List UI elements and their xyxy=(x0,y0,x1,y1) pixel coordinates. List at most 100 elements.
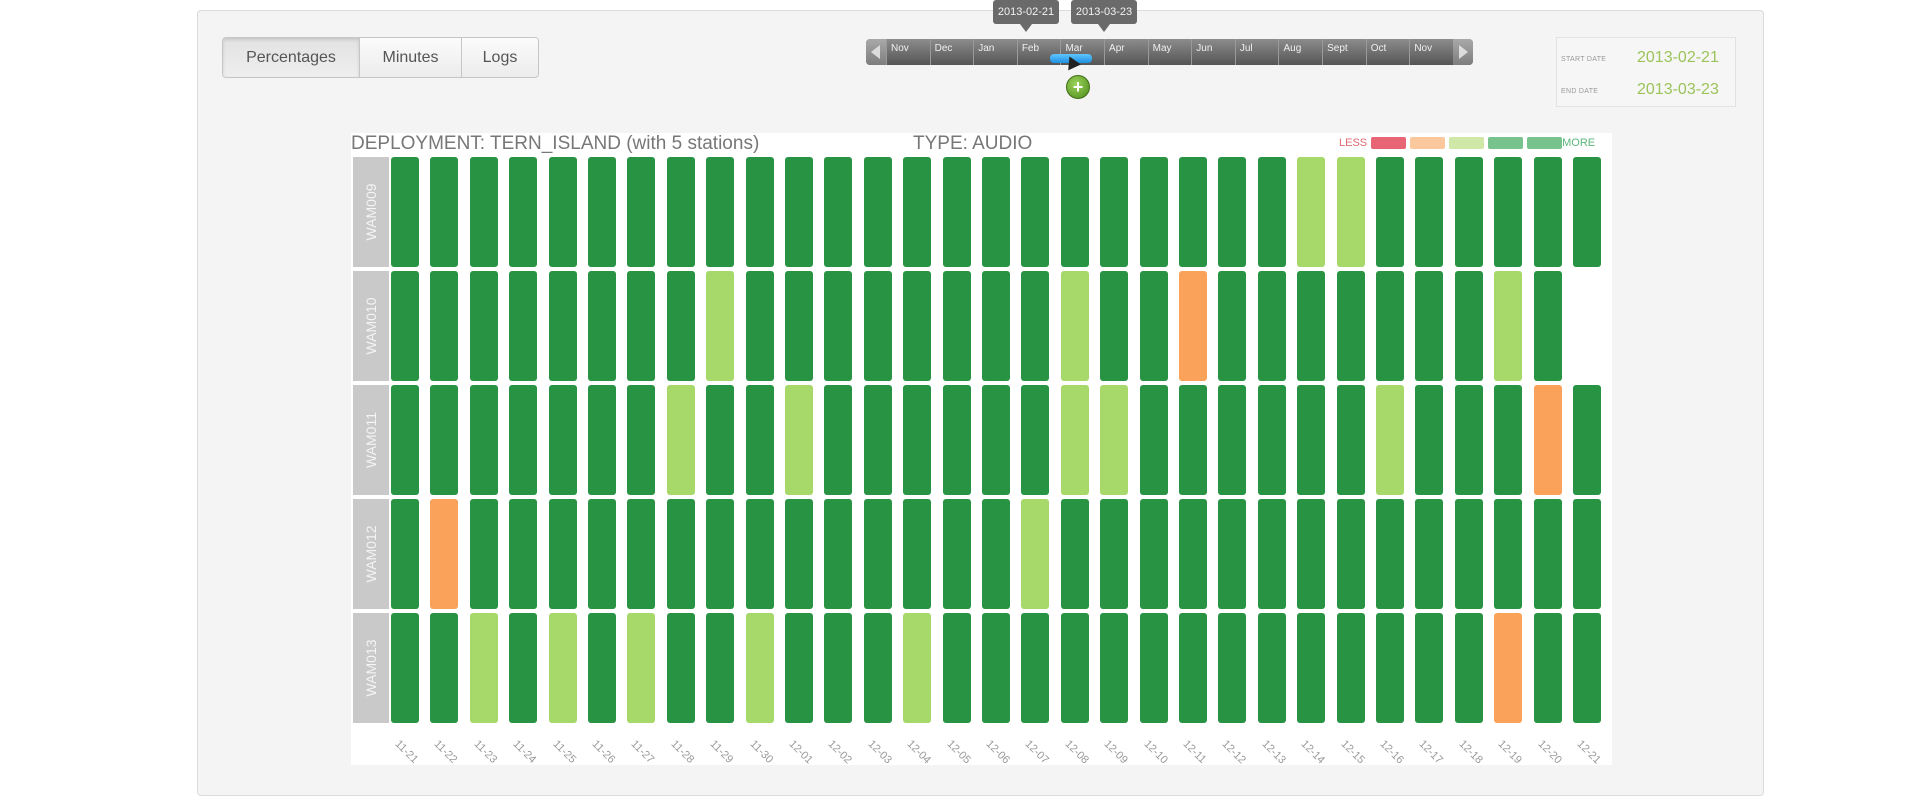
heatmap-cell[interactable] xyxy=(1494,271,1523,381)
heatmap-cell[interactable] xyxy=(706,271,735,381)
heatmap-cell[interactable] xyxy=(706,157,735,267)
heatmap-cell[interactable] xyxy=(1297,613,1326,723)
heatmap-cell[interactable] xyxy=(1021,499,1050,609)
heatmap-cell[interactable] xyxy=(1218,613,1247,723)
heatmap-cell[interactable] xyxy=(588,385,616,495)
heatmap-cell[interactable] xyxy=(785,385,813,495)
heatmap-cell[interactable] xyxy=(627,499,656,609)
heatmap-cell[interactable] xyxy=(1415,499,1444,609)
heatmap-cell[interactable] xyxy=(1533,271,1562,381)
heatmap-cell[interactable] xyxy=(509,157,538,267)
heatmap-cell[interactable] xyxy=(982,385,1010,495)
heatmap-cell[interactable] xyxy=(1297,157,1326,267)
heatmap-cell[interactable] xyxy=(430,157,459,267)
heatmap-cell[interactable] xyxy=(1139,271,1168,381)
heatmap-cell[interactable] xyxy=(1060,271,1089,381)
tab-minutes[interactable]: Minutes xyxy=(360,38,462,77)
heatmap-cell[interactable] xyxy=(1336,499,1365,609)
heatmap-cell[interactable] xyxy=(824,157,853,267)
heatmap-cell[interactable] xyxy=(1060,385,1089,495)
heatmap-cell[interactable] xyxy=(1533,613,1562,723)
heatmap-cell[interactable] xyxy=(666,271,695,381)
heatmap-cell[interactable] xyxy=(982,499,1010,609)
heatmap-cell[interactable] xyxy=(1179,271,1207,381)
heatmap-cell[interactable] xyxy=(469,271,498,381)
timeline-month[interactable]: May xyxy=(1147,39,1192,65)
heatmap-cell[interactable] xyxy=(745,157,774,267)
timeline-month[interactable]: Apr xyxy=(1104,39,1148,65)
heatmap-cell[interactable] xyxy=(1139,385,1168,495)
heatmap-cell[interactable] xyxy=(745,499,774,609)
heatmap-cell[interactable] xyxy=(1533,385,1562,495)
heatmap-cell[interactable] xyxy=(430,385,459,495)
heatmap-cell[interactable] xyxy=(1021,271,1050,381)
heatmap-cell[interactable] xyxy=(666,499,695,609)
heatmap-cell[interactable] xyxy=(430,613,459,723)
heatmap-cell[interactable] xyxy=(903,613,932,723)
heatmap-cell[interactable] xyxy=(1336,157,1365,267)
heatmap-cell[interactable] xyxy=(1257,385,1286,495)
heatmap-cell[interactable] xyxy=(1257,157,1286,267)
timeline-month[interactable]: Oct xyxy=(1365,39,1410,65)
heatmap-cell[interactable] xyxy=(548,613,577,723)
heatmap-cell[interactable] xyxy=(627,271,656,381)
heatmap-cell[interactable] xyxy=(627,157,656,267)
heatmap-cell[interactable] xyxy=(1297,499,1326,609)
heatmap-cell[interactable] xyxy=(1573,613,1601,723)
heatmap-cell[interactable] xyxy=(942,157,971,267)
heatmap-cell[interactable] xyxy=(548,271,577,381)
heatmap-cell[interactable] xyxy=(1415,613,1444,723)
heatmap-cell[interactable] xyxy=(1297,385,1326,495)
heatmap-cell[interactable] xyxy=(1179,157,1207,267)
heatmap-cell[interactable] xyxy=(1376,271,1404,381)
heatmap-cell[interactable] xyxy=(785,499,813,609)
heatmap-cell[interactable] xyxy=(745,271,774,381)
tab-percentages[interactable]: Percentages xyxy=(223,38,360,77)
heatmap-cell[interactable] xyxy=(903,157,932,267)
heatmap-cell[interactable] xyxy=(706,499,735,609)
heatmap-cell[interactable] xyxy=(469,157,498,267)
heatmap-cell[interactable] xyxy=(745,613,774,723)
heatmap-cell[interactable] xyxy=(666,157,695,267)
heatmap-cell[interactable] xyxy=(1139,157,1168,267)
timeline-selected-range[interactable] xyxy=(1050,54,1092,63)
heatmap-cell[interactable] xyxy=(1139,499,1168,609)
heatmap-cell[interactable] xyxy=(1218,499,1247,609)
heatmap-cell[interactable] xyxy=(785,613,813,723)
heatmap-cell[interactable] xyxy=(391,157,419,267)
heatmap-cell[interactable] xyxy=(1100,499,1129,609)
heatmap-cell[interactable] xyxy=(1533,499,1562,609)
heatmap-cell[interactable] xyxy=(1376,613,1404,723)
heatmap-cell[interactable] xyxy=(863,157,892,267)
heatmap-cell[interactable] xyxy=(1257,613,1286,723)
timeline-month[interactable]: Nov xyxy=(886,39,930,65)
heatmap-cell[interactable] xyxy=(1494,385,1523,495)
heatmap-cell[interactable] xyxy=(666,385,695,495)
heatmap-cell[interactable] xyxy=(942,499,971,609)
heatmap-cell[interactable] xyxy=(509,271,538,381)
timeline-slider[interactable]: Nov Dec Jan Feb Mar Apr May Jun Jul Aug Sept Oct Nov… xyxy=(866,0,1473,71)
heatmap-cell[interactable] xyxy=(706,613,735,723)
heatmap-cell[interactable] xyxy=(391,271,419,381)
heatmap-cell[interactable] xyxy=(1179,385,1207,495)
heatmap-cell[interactable] xyxy=(1021,613,1050,723)
heatmap-cell[interactable] xyxy=(903,271,932,381)
heatmap-cell[interactable] xyxy=(863,271,892,381)
heatmap-cell[interactable] xyxy=(903,385,932,495)
heatmap-cell[interactable] xyxy=(1257,499,1286,609)
heatmap-cell[interactable] xyxy=(1494,499,1523,609)
heatmap-cell[interactable] xyxy=(863,613,892,723)
heatmap-cell[interactable] xyxy=(785,157,813,267)
heatmap-cell[interactable] xyxy=(1100,385,1129,495)
heatmap-cell[interactable] xyxy=(1336,385,1365,495)
heatmap-cell[interactable] xyxy=(548,157,577,267)
heatmap-cell[interactable] xyxy=(430,499,459,609)
heatmap-cell[interactable] xyxy=(1179,499,1207,609)
heatmap-cell[interactable] xyxy=(982,613,1010,723)
heatmap-cell[interactable] xyxy=(469,385,498,495)
heatmap-cell[interactable] xyxy=(1376,385,1404,495)
heatmap-cell[interactable] xyxy=(1376,157,1404,267)
heatmap-cell[interactable] xyxy=(588,613,616,723)
heatmap-cell[interactable] xyxy=(1573,157,1601,267)
heatmap-cell[interactable] xyxy=(824,271,853,381)
